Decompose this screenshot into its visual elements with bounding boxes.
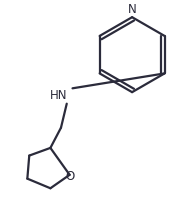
Text: O: O bbox=[65, 170, 74, 183]
Text: N: N bbox=[128, 3, 136, 16]
Text: HN: HN bbox=[50, 89, 68, 102]
